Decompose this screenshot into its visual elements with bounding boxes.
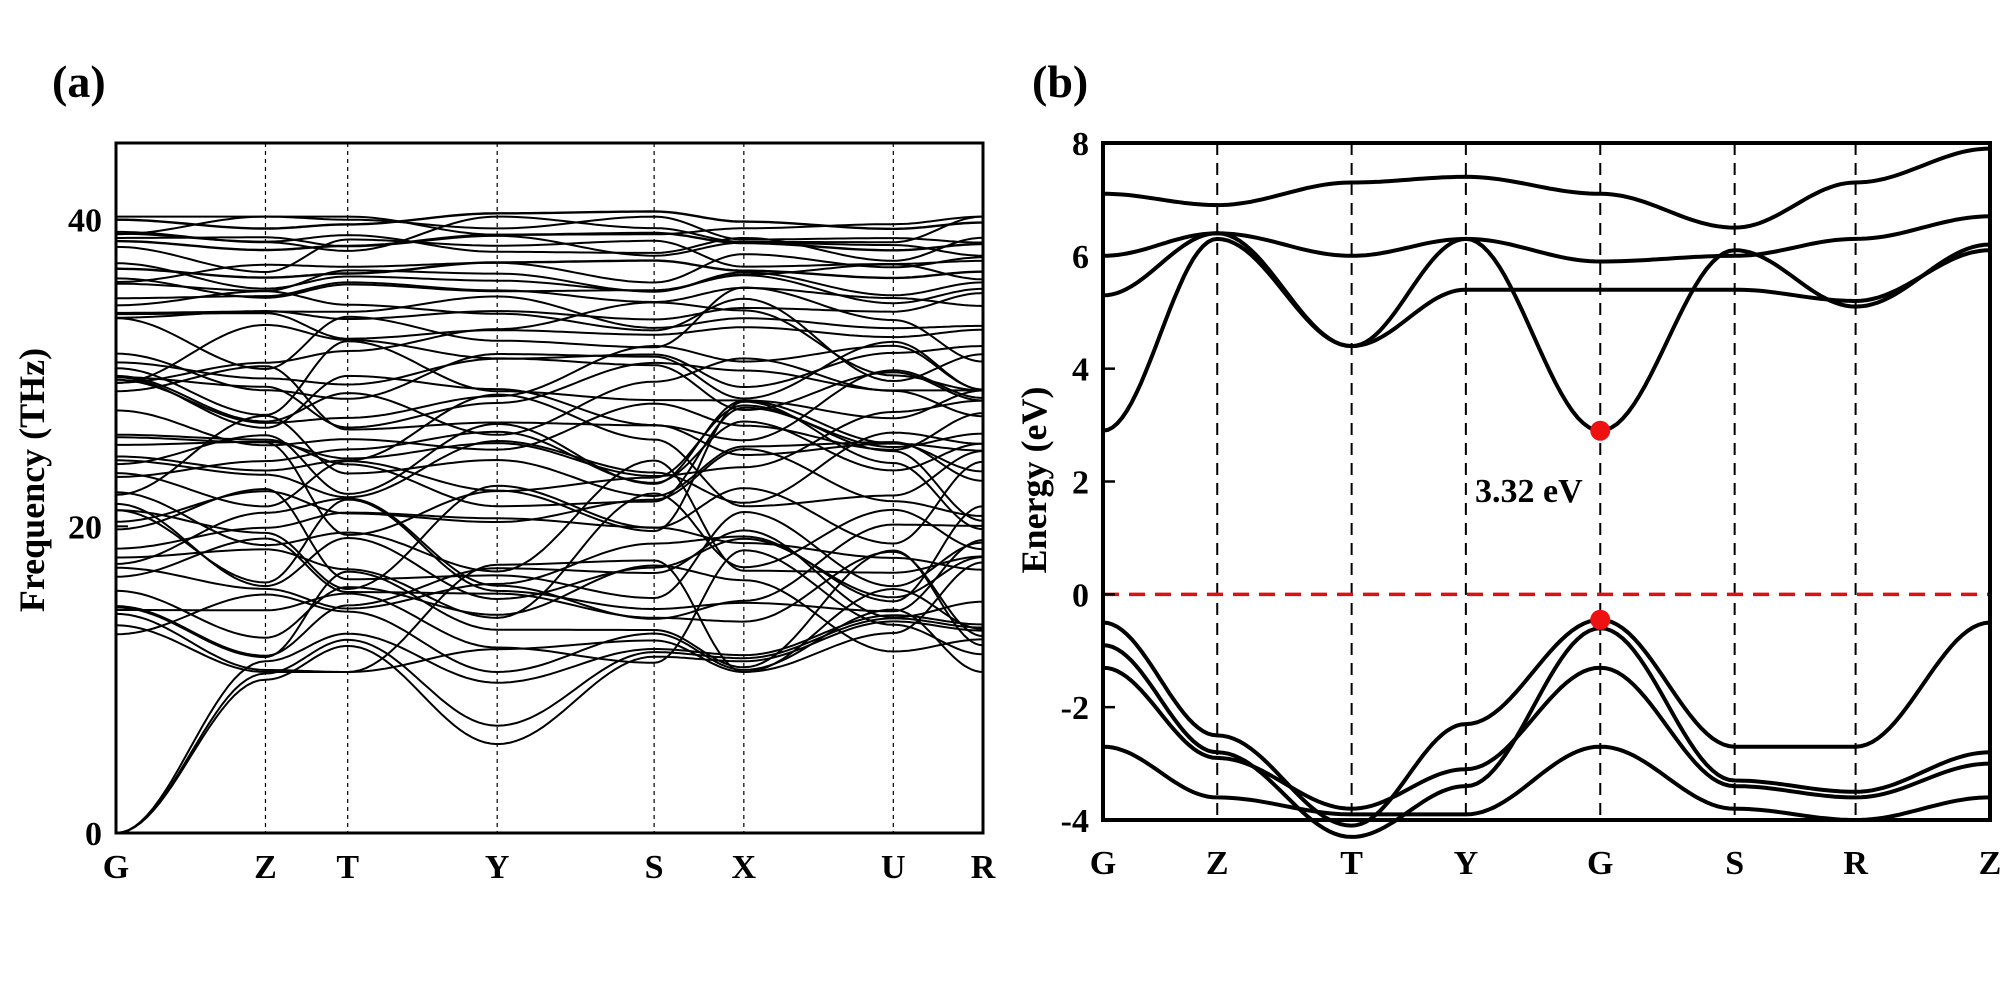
panel-a-optical-branch <box>115 564 983 653</box>
panel-a-x-tick-label: U <box>881 849 906 886</box>
panel-a-x-tick-label: S <box>645 849 664 886</box>
panel-a-optical-branch <box>116 420 984 484</box>
panel-b-y-tick-label: 2 <box>1072 465 1089 502</box>
panel-a-optical-branch <box>115 559 984 674</box>
panel-a-optical-branch <box>115 502 984 601</box>
panel-a-x-tick-label: T <box>336 849 359 886</box>
panel-a-optical-branch <box>115 593 984 674</box>
panel-b-conduction-band <box>1103 146 1991 230</box>
panel-b-y-axis-title: Energy (eV) <box>1014 387 1054 574</box>
panel-a-optical-branch <box>115 231 983 252</box>
panel-a-optical-branch <box>116 549 984 664</box>
panel-a-acoustic-branch <box>115 614 984 834</box>
panel-a-optical-branch <box>115 487 984 600</box>
panel-b-x-tick-label: G <box>1090 845 1116 882</box>
panel-a-optical-branch <box>115 402 984 451</box>
panel-a-optical-branch <box>115 253 983 284</box>
electronic-band-panel: (b) Energy (eV) 3.32 eV G Z T Y G S R Z -4 -2 0 2 4 6… <box>1014 56 2000 882</box>
panel-a-optical-branch <box>116 505 984 610</box>
panel-a-optical-branch <box>115 290 984 383</box>
panel-a-optical-branch <box>115 344 984 424</box>
panel-b-label: (b) <box>1032 56 1088 107</box>
panel-a-branches <box>115 210 984 834</box>
panel-a-optical-branch <box>115 286 984 371</box>
panel-a-y-axis-title: Frequency (THz) <box>12 348 52 612</box>
panel-a-optical-branch <box>115 345 984 389</box>
panel-b-valence-band <box>1102 617 1991 828</box>
panel-a-optical-branch <box>115 498 984 613</box>
panel-a-label: (a) <box>52 56 106 107</box>
panel-a-optical-branch <box>116 361 983 429</box>
panel-b-annotations: 3.32 eV <box>1103 420 1990 630</box>
panel-b-y-tick-label: -2 <box>1061 690 1089 727</box>
panel-a-optical-branch <box>115 340 984 420</box>
panel-a-optical-branch <box>116 399 983 477</box>
panel-b-x-tick-label: Y <box>1454 845 1479 882</box>
panel-b-bands <box>1102 146 1991 839</box>
panel-a-optical-branch <box>115 448 983 523</box>
band-gap-label: 3.32 eV <box>1475 473 1583 510</box>
panel-b-x-tick-label: S <box>1725 845 1744 882</box>
panel-b-valence-band <box>1102 665 1991 811</box>
panel-b-x-tick-label: R <box>1843 845 1868 882</box>
panel-b-x-tick-label: G <box>1587 845 1613 882</box>
panel-a-optical-branch <box>115 238 983 274</box>
panel-a-optical-branch <box>115 259 983 280</box>
panel-a-optical-branch <box>116 210 983 231</box>
panel-a-optical-branch <box>116 234 983 257</box>
panel-a-x-tick-label: Y <box>485 849 510 886</box>
panel-a-x-tick-label: Z <box>254 849 277 886</box>
panel-b-y-tick-label: 4 <box>1072 352 1089 389</box>
panel-a-x-tick-label: X <box>732 849 757 886</box>
panel-b-conduction-band <box>1102 214 1991 264</box>
panel-a-optical-branch <box>116 269 984 297</box>
panel-a-acoustic-branch <box>115 620 983 834</box>
panel-a-frame <box>114 141 985 835</box>
panel-a-optical-branch <box>116 492 984 619</box>
panel-a-optical-branch <box>115 460 984 591</box>
panel-a-x-tick-label: G <box>103 849 129 886</box>
panel-a-optical-branch <box>115 274 983 305</box>
panel-a-optical-branch <box>115 511 984 571</box>
panel-b-y-tick-label: 0 <box>1072 577 1089 614</box>
panel-a-optical-branch <box>115 414 984 498</box>
panel-b-gridlines <box>1216 143 1857 820</box>
panel-b-conduction-band <box>1102 236 1991 433</box>
panel-a-optical-branch <box>116 393 984 508</box>
panel-a-optical-branch <box>116 281 983 307</box>
panel-a-optical-branch <box>115 497 983 620</box>
panel-a-optical-branch <box>116 292 984 321</box>
panel-a-y-tick-label: 40 <box>68 203 102 240</box>
panel-b-y-tick-label: 8 <box>1072 126 1089 163</box>
panel-b-x-tick-label: Z <box>1979 845 2000 882</box>
panel-a-optical-branch <box>116 312 984 340</box>
panel-b-conduction-band <box>1102 231 1991 349</box>
panel-a-y-tick-label: 20 <box>68 509 102 546</box>
panel-b-x-tick-label: T <box>1340 845 1363 882</box>
vbm-marker <box>1590 609 1611 630</box>
panel-a-x-tick-label: R <box>971 849 996 886</box>
panel-a-y-tick-label: 0 <box>85 816 102 853</box>
panel-b-frame <box>1101 141 1992 822</box>
panel-a-ticks: G Z T Y S X U R 0 20 40 <box>68 203 996 886</box>
cbm-marker <box>1590 420 1611 441</box>
panel-b-y-tick-label: 6 <box>1072 239 1089 276</box>
panel-b-x-tick-label: Z <box>1206 845 1229 882</box>
phonon-dispersion-panel: (a) Frequency (THz) G Z T Y S X U R 0 20 40 <box>12 56 996 886</box>
panel-b-valence-band <box>1102 626 1991 839</box>
panel-a-optical-branch <box>115 340 984 400</box>
panel-a-optical-branch <box>116 232 984 262</box>
panel-a-optical-branch <box>115 399 984 495</box>
panel-b-ticks: G Z T Y G S R Z -4 -2 0 2 4 6 8 <box>1061 126 2000 882</box>
panel-a-optical-branch <box>115 400 984 533</box>
panel-a-optical-branch <box>115 459 984 574</box>
panel-a-optical-branch <box>115 587 984 674</box>
panel-b-y-tick-label: -4 <box>1061 803 1089 840</box>
